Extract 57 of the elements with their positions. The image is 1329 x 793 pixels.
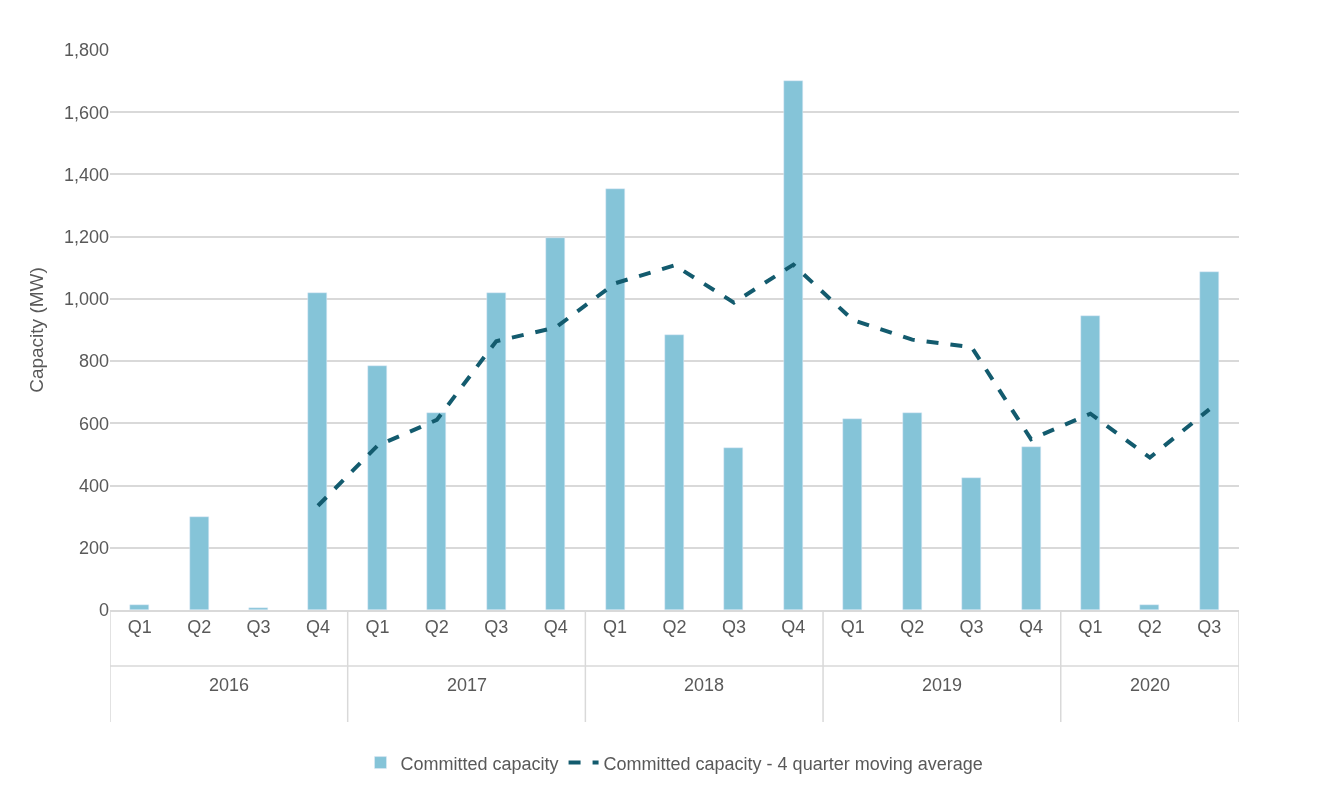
x-tick-label: Q2: [662, 617, 687, 638]
text: 2017: [447, 675, 488, 695]
x-tick-label: Q3: [721, 617, 746, 638]
y-tick-label: 1,600: [63, 102, 109, 123]
bar: [1080, 315, 1100, 610]
bar: [664, 334, 684, 610]
bar: [961, 477, 981, 610]
text: 2016: [209, 675, 250, 695]
bar: [723, 447, 743, 610]
x-tick-label: Q1: [1078, 617, 1103, 638]
x-tick-label: Q1: [365, 617, 390, 638]
bar: [248, 607, 268, 610]
x-tick-label: Q1: [127, 617, 152, 638]
x-tick-label: Q4: [543, 617, 568, 638]
y-tick-label: 800: [78, 351, 109, 372]
bar: [783, 80, 803, 610]
bar: [842, 418, 862, 610]
text: 2020: [1130, 675, 1171, 695]
y-axis-title: Capacity (MW): [25, 267, 47, 393]
bar: [1021, 446, 1041, 610]
y-tick-label: 0: [98, 600, 109, 621]
x-tick-label: Q2: [900, 617, 925, 638]
text: 2018: [684, 675, 725, 695]
bar: [426, 412, 446, 610]
x-tick-label: Q2: [1137, 617, 1162, 638]
y-tick-label: 400: [78, 475, 109, 496]
legend-label: Committed capacity - 4 quarter moving average: [603, 753, 983, 774]
text: 2019: [922, 675, 963, 695]
y-tick-label: 200: [78, 538, 109, 559]
x-tick-label: Q4: [781, 617, 806, 638]
bar: [1139, 604, 1159, 610]
x-tick-label: Q3: [959, 617, 984, 638]
x-tick-label: Q4: [1019, 617, 1044, 638]
legend-label: Committed capacity: [400, 753, 559, 774]
bar: [902, 412, 922, 610]
bar: [545, 237, 565, 610]
y-tick-label: 1,200: [63, 226, 109, 247]
bar: [486, 292, 506, 610]
y-tick-label: 1,800: [63, 40, 109, 61]
x-tick-label: Q4: [305, 617, 330, 638]
bar: [307, 292, 327, 610]
y-tick-label: 600: [78, 413, 109, 434]
bar: [605, 188, 625, 610]
x-tick-label: Q1: [603, 617, 628, 638]
bar: [1199, 271, 1219, 610]
x-tick-label: Q3: [246, 617, 271, 638]
x-tick-label: Q1: [840, 617, 865, 638]
x-tick-label: Q2: [187, 617, 212, 638]
line-series: [315, 262, 1212, 508]
x-tick-label: Q3: [484, 617, 509, 638]
bar: [367, 365, 387, 610]
x-tick-label: Q3: [1197, 617, 1222, 638]
y-tick-label: 1,400: [63, 164, 109, 185]
bar: [129, 604, 149, 610]
y-tick-label: 1,000: [63, 289, 109, 310]
x-tick-label: Q2: [424, 617, 449, 638]
bar: [189, 516, 209, 610]
